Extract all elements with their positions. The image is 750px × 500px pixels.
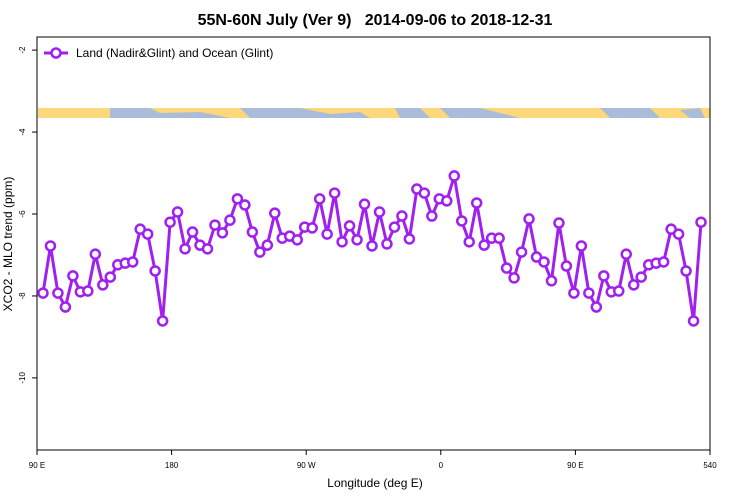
data-point [680,265,692,277]
data-point [239,199,251,211]
data-point [620,248,632,260]
data-point [635,271,647,283]
data-point [381,238,393,250]
y-tick-label: -10 [18,372,27,384]
map-strip [38,108,710,118]
data-point [463,236,475,248]
data-point [52,287,64,299]
data-point [156,315,169,327]
data-point [695,216,707,228]
data-point [313,193,326,205]
data-point [104,271,117,283]
data-point [418,187,431,199]
data-point [515,246,528,258]
x-axis-label: Longitude (deg E) [327,476,422,490]
x-tick-label: 0 [439,461,444,470]
legend: Land (Nadir&Glint) and Ocean (Glint) [44,46,273,60]
data-point [470,197,483,209]
data-point [89,248,102,260]
data-point [560,260,573,272]
data-point [291,234,303,246]
data-point [358,198,371,210]
data-point [568,287,580,299]
data-point [613,285,625,297]
data-point [351,234,363,246]
ocean-strip [110,108,705,118]
data-point [37,287,49,299]
data-point [201,243,214,255]
data-point [366,240,378,252]
data-point [186,226,199,238]
data-point [269,207,281,219]
data-point [306,222,318,234]
data-point [448,170,461,182]
data-point [179,243,191,255]
data-point [67,270,79,282]
data-point [97,279,109,291]
data-point [224,214,236,226]
data-point [328,187,341,199]
data-point [553,217,565,229]
data-point [455,215,468,227]
data-point [388,221,401,233]
data-point [59,301,72,313]
data-point [441,195,453,207]
legend-label: Land (Nadir&Glint) and Ocean (Glint) [76,46,273,60]
data-point [44,240,57,252]
data-point [149,265,161,277]
y-tick-label: -8 [18,292,27,300]
data-point [336,236,348,248]
data-point [343,220,356,232]
x-tick-label: 180 [165,461,179,470]
data-point [141,228,154,240]
data-point [426,210,438,222]
data-point [231,193,244,205]
data-point [672,228,685,240]
land-strip [38,108,710,118]
data-point [209,219,221,231]
data-point [500,262,513,274]
data-point [523,213,535,225]
data-point [403,233,416,245]
data-point [627,279,640,291]
x-tick-label: 90 E [29,461,45,470]
legend-marker [50,47,62,59]
data-point [321,228,333,240]
data-point [171,206,184,218]
data-point [373,206,386,218]
x-tick-label: 540 [703,461,717,470]
data-point [575,240,588,252]
data-point [493,232,505,244]
data-point [598,270,610,282]
y-tick-label: -2 [18,46,27,54]
data-point [508,272,520,284]
data-point [126,256,139,268]
chart-title: 55N-60N July (Ver 9) 2014-09-06 to 2018-… [198,12,553,29]
y-axis-label: XCO2 - MLO trend (ppm) [1,177,15,312]
data-point [583,287,595,299]
data-point [590,301,603,313]
data-point [478,239,490,251]
plot-frame [36,36,711,451]
y-tick-label: -4 [18,128,27,136]
y-tick-label: -6 [18,210,27,218]
data-point [396,210,408,222]
data-point [261,239,274,251]
x-tick-label: 90 E [567,461,583,470]
data-point [254,246,266,258]
data-point [687,315,700,327]
data-point [545,275,558,287]
data-point [82,285,94,297]
data-point [538,256,550,268]
x-tick-label: 90 W [297,461,316,470]
data-point [164,216,176,228]
data-point [246,226,259,238]
data-point [657,256,670,268]
data-point [216,227,229,239]
